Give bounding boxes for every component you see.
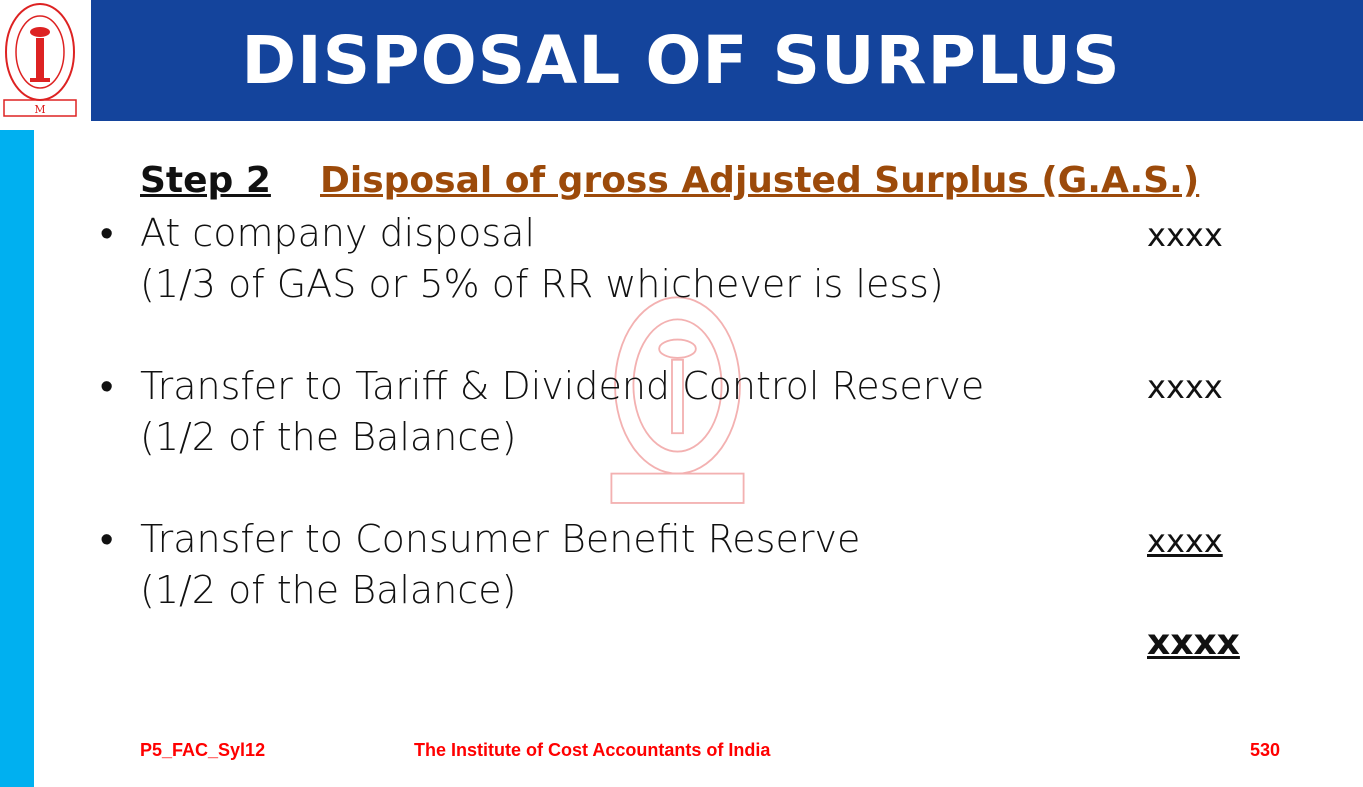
step-title: Disposal of gross Adjusted Surplus (G.A.… [320, 160, 1200, 201]
title-banner: DISPOSAL OF SURPLUS [91, 0, 1363, 121]
svg-text:M: M [34, 103, 45, 116]
item-label: At company disposal [140, 211, 536, 255]
total-amount: xxxx [1147, 622, 1240, 663]
institute-logo: M [3, 3, 77, 117]
item-amount: xxxx [1147, 368, 1223, 406]
item-note: (1/3 of GAS or 5% of RR whichever is les… [140, 262, 944, 306]
footer-code: P5_FAC_Syl12 [140, 740, 266, 760]
page-number: 530 [1250, 740, 1281, 760]
item-label: Transfer to Tariff & Dividend Control Re… [140, 364, 985, 408]
footer-institute: The Institute of Cost Accountants of Ind… [414, 740, 771, 760]
sidebar-accent [0, 130, 34, 787]
item-amount: xxxx [1147, 216, 1223, 254]
item-note: (1/2 of the Balance) [140, 415, 517, 459]
item-note: (1/2 of the Balance) [140, 568, 517, 612]
logo-watermark [610, 296, 745, 504]
bullet-icon: • [100, 211, 114, 255]
item-label: Transfer to Consumer Benefit Reserve [140, 517, 861, 561]
step-number: Step 2 [140, 160, 271, 201]
bullet-icon: • [100, 517, 114, 561]
bullet-icon: • [100, 364, 114, 408]
item-amount: xxxx [1147, 522, 1223, 560]
slide-title: DISPOSAL OF SURPLUS [241, 22, 1121, 99]
